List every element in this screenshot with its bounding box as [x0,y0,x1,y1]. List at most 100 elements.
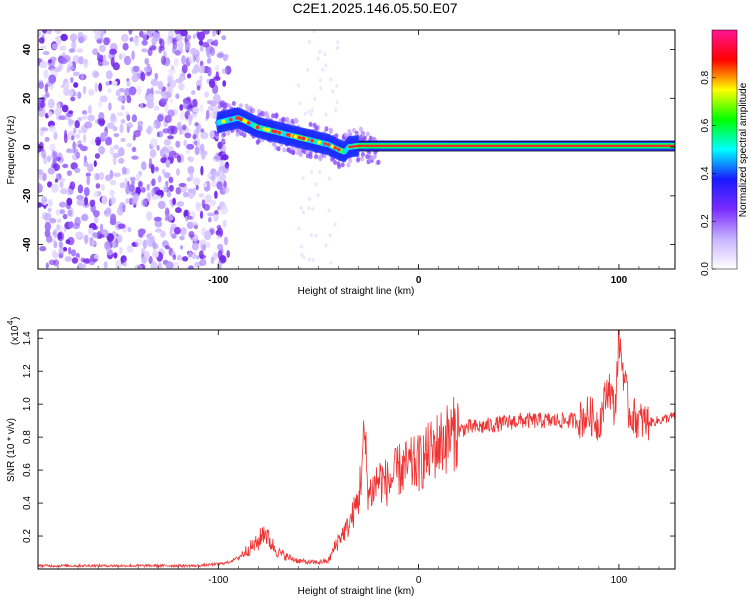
noise-blob [59,57,68,65]
noise-blob [150,261,158,269]
ridge-hotspot [310,138,314,143]
noise-blob [69,33,78,42]
noise-blob [83,196,89,206]
noise-blob [207,66,212,77]
noise-blob [66,66,70,74]
noise-blob [97,59,104,67]
noise-blob [62,213,68,220]
snr-y-tick-label: 0.6 [22,463,33,477]
noise-blob [186,143,195,150]
noise-blob [66,170,72,176]
noise-blob [38,202,42,208]
faint-streak [324,112,328,117]
noise-blob [158,45,162,54]
noise-blob [98,233,105,239]
snr-y-tick-label: 0.2 [22,529,33,543]
noise-blob [157,200,166,210]
noise-blob [90,254,94,260]
noise-blob [84,121,93,129]
noise-blob [208,216,212,223]
noise-blob [67,209,73,217]
noise-blob [63,87,70,97]
faint-streak [298,266,302,269]
noise-blob [157,114,164,122]
noise-blob [137,120,144,127]
noise-blob [48,74,57,84]
faint-streak [318,170,322,175]
faint-streak [306,67,310,72]
noise-blob [68,65,75,71]
noise-blob [146,192,152,202]
faint-streak [314,182,318,187]
noise-blob [48,59,52,64]
noise-blob [47,98,55,109]
noise-blob [71,135,75,141]
ridge-hotspot [317,140,321,145]
faint-streak [299,205,303,210]
noise-blob [131,114,137,123]
faint-streak [316,56,320,61]
noise-blob [167,75,173,84]
ridge-hotspot [301,136,306,141]
ridge-halo [271,113,276,119]
ridge-hotspot [273,129,278,134]
noise-blob [149,45,157,51]
ridge-hotspot [326,142,331,147]
noise-blob [58,201,67,208]
ridge-halo [251,108,256,114]
spectrogram-x-tick-label: 100 [611,275,628,286]
spectrogram-ticks: -100 0 100 -40 -20 0 20 40 [22,30,675,286]
noise-blob [190,47,197,56]
noise-blob [176,35,183,42]
snr-y-multiplier: (x10 4 ) [6,317,21,345]
noise-blob [64,256,73,262]
noise-blob [103,37,110,46]
spectrogram-y-tick-label: -40 [22,237,33,252]
noise-blob [169,213,174,221]
ridge-halo [333,160,337,165]
noise-blob [83,234,89,243]
noise-blob [189,171,194,182]
noise-blob [217,243,224,251]
snr-y-tick-label: 1.4 [22,331,33,345]
noise-blob [196,124,202,134]
ridge-halo [365,154,370,160]
noise-blob [77,91,82,99]
noise-blob [175,187,182,195]
ridge-halo [290,118,295,124]
noise-blob [42,30,47,35]
noise-blob [77,143,84,149]
ridge-halo [348,158,353,164]
faint-streak [310,108,314,113]
ridge-hotspot [336,147,341,152]
noise-blob [44,136,50,142]
noise-blob [42,51,50,55]
ridge-hotspot [330,144,335,149]
noise-blob [40,127,49,132]
noise-blob [205,242,211,249]
noise-blob [112,126,118,132]
noise-blob [126,114,131,122]
noise-blob [206,100,213,105]
noise-blob [69,181,76,190]
ridge-halo [293,117,298,123]
noise-blob [53,241,58,249]
noise-blob [179,30,188,37]
noise-blob [154,72,159,80]
noise-blob [205,109,210,120]
noise-blob [121,34,129,42]
noise-blob [184,41,191,51]
noise-blob [173,226,181,235]
snr-y-multiplier-close: ) [10,317,21,320]
noise-blob [127,226,132,233]
noise-blob [184,132,192,139]
faint-streak [323,52,327,57]
noise-blob [40,45,47,50]
noise-blob [57,102,61,112]
noise-blob [129,176,136,182]
noise-blob [93,190,99,198]
ridge-halo [365,131,370,137]
noise-blob [131,50,135,61]
noise-blob [100,183,105,191]
noise-blob [38,169,44,175]
